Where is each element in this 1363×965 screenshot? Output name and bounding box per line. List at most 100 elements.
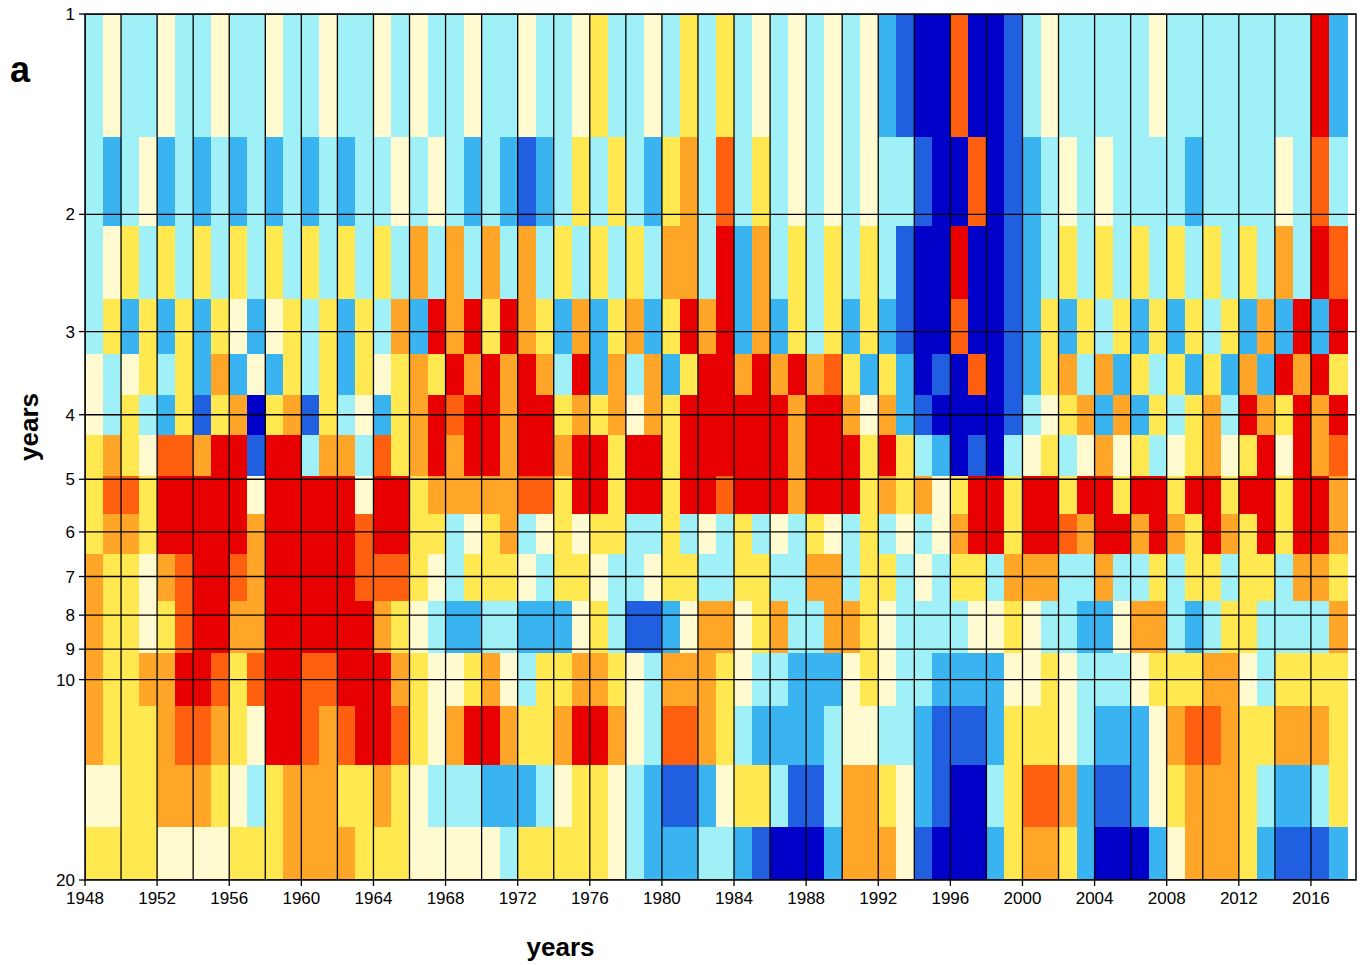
cell (1239, 765, 1258, 828)
cell (788, 554, 807, 602)
cell (932, 14, 951, 137)
cell (355, 827, 374, 880)
cell (950, 765, 969, 828)
cell (626, 765, 645, 828)
cell (986, 554, 1005, 602)
cell (410, 435, 429, 476)
cell (986, 395, 1005, 435)
cell (265, 137, 284, 226)
cell (1311, 601, 1330, 653)
cell (770, 299, 789, 354)
cell (157, 827, 176, 880)
cell (247, 435, 266, 476)
tick (79, 331, 85, 332)
cell (518, 827, 537, 880)
cell (878, 765, 897, 828)
cell (662, 514, 681, 555)
x-tick-label: 1964 (355, 889, 393, 908)
cell (698, 554, 717, 602)
cell (1275, 14, 1294, 137)
cell (1257, 514, 1276, 555)
cell (139, 137, 158, 226)
cell (464, 299, 483, 354)
cell (193, 706, 212, 765)
cell (536, 354, 555, 396)
cell (1041, 554, 1060, 602)
cell (1095, 554, 1114, 602)
panel-label: a (10, 49, 31, 90)
cell (337, 476, 356, 515)
cell (229, 354, 248, 396)
cell (1275, 226, 1294, 300)
cell (265, 354, 284, 396)
cell (536, 706, 555, 765)
cell (1041, 137, 1060, 226)
cell (482, 435, 501, 476)
cell (211, 395, 230, 435)
cell (1293, 137, 1312, 226)
cell (1311, 137, 1330, 226)
cell (301, 706, 320, 765)
grid-line (85, 649, 1356, 650)
cell (139, 14, 158, 137)
cell (806, 226, 825, 300)
cell (1149, 137, 1168, 226)
cell (698, 299, 717, 354)
cell (788, 765, 807, 828)
cell (446, 554, 465, 602)
cell (337, 765, 356, 828)
cell (301, 514, 320, 555)
cell (482, 299, 501, 354)
cell (734, 395, 753, 435)
cell (518, 354, 537, 396)
cell (337, 14, 356, 137)
cell (734, 706, 753, 765)
cell (1185, 435, 1204, 476)
cell (175, 476, 194, 515)
cell (914, 137, 933, 226)
cell (1095, 435, 1114, 476)
cell (1059, 554, 1078, 602)
cell (103, 14, 122, 137)
cell (1167, 514, 1186, 555)
grid-line (85, 679, 1356, 680)
grid-line (914, 14, 915, 880)
cell (1185, 827, 1204, 880)
grid-line (1238, 14, 1239, 880)
cell (1004, 137, 1023, 226)
cell (355, 554, 374, 602)
cell (211, 476, 230, 515)
cell (752, 299, 771, 354)
cell (1329, 137, 1348, 226)
cell (410, 827, 429, 880)
cell (1203, 354, 1222, 396)
tick (1238, 880, 1239, 886)
cell (1221, 476, 1240, 515)
cell (500, 601, 519, 653)
cell (1077, 514, 1096, 555)
cell (536, 827, 555, 880)
cell (932, 354, 951, 396)
grid-line (1058, 14, 1059, 880)
cell (806, 299, 825, 354)
cell (1221, 765, 1240, 828)
cell (824, 354, 843, 396)
cell (85, 299, 104, 354)
cell (103, 765, 122, 828)
cell (283, 827, 302, 880)
cell (644, 476, 663, 515)
cell (410, 354, 429, 396)
cell (878, 435, 897, 476)
cell (608, 554, 627, 602)
cell (1311, 827, 1330, 880)
cell (193, 827, 212, 880)
cell (139, 395, 158, 435)
cell (301, 137, 320, 226)
cell (139, 299, 158, 354)
cell (373, 601, 392, 653)
cell (446, 435, 465, 476)
cell (536, 299, 555, 354)
tick (1166, 880, 1167, 886)
cell (932, 435, 951, 476)
y-tick-label: 4 (66, 406, 75, 425)
